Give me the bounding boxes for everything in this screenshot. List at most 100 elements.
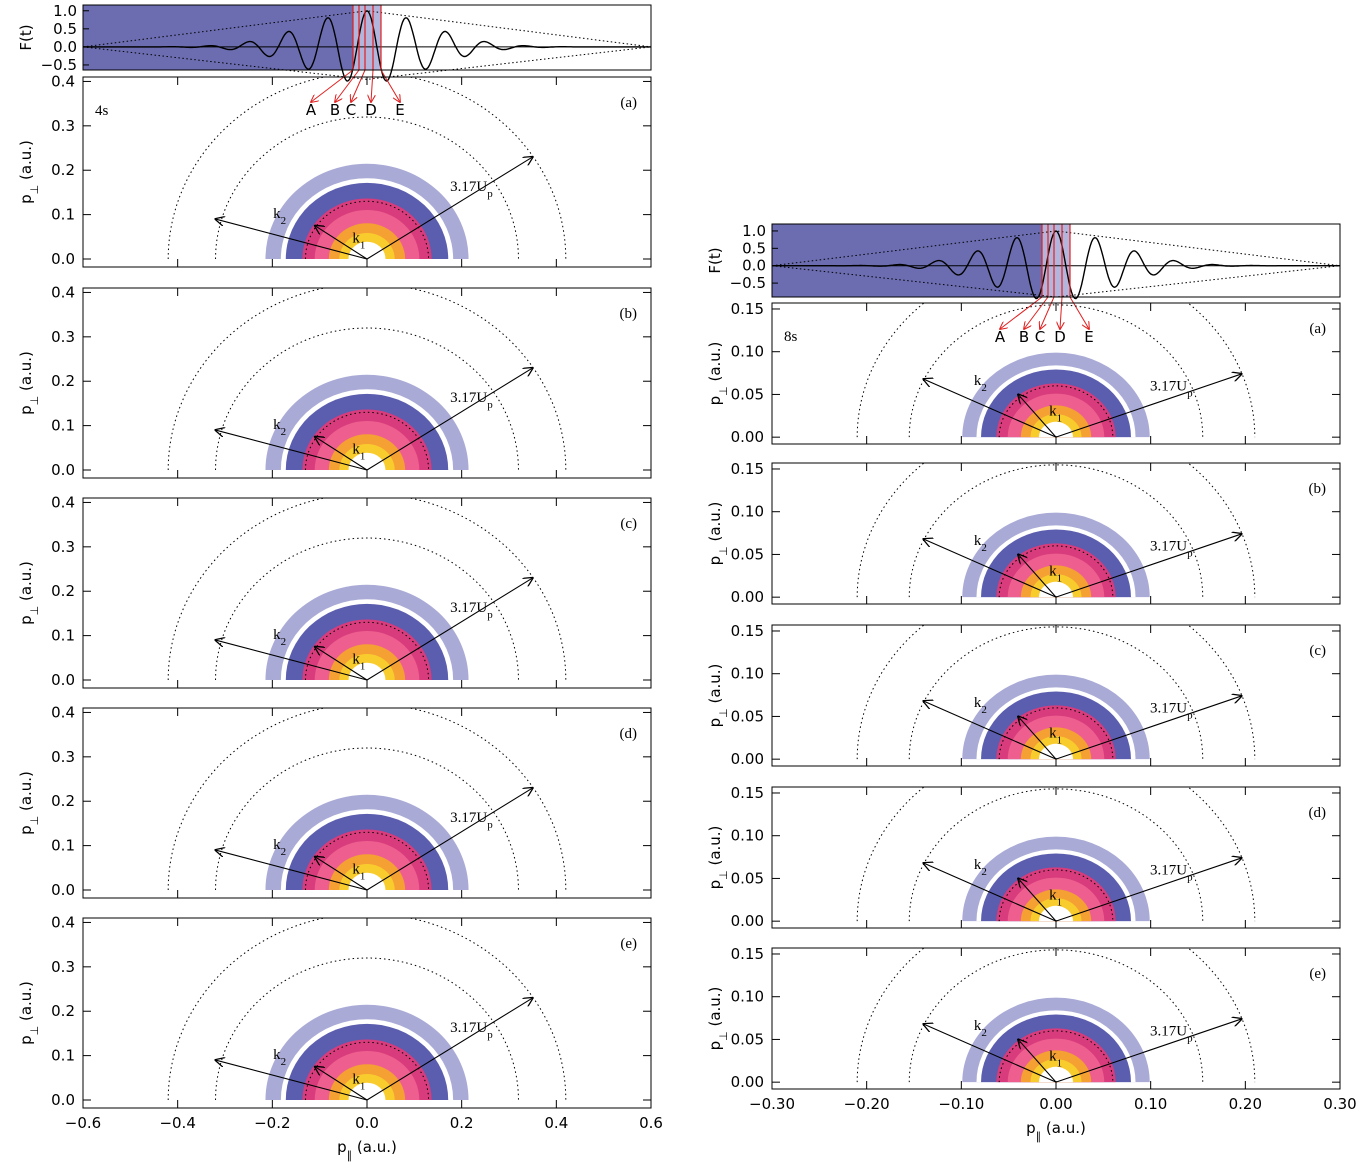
y-label: p⊥ (a.u.) xyxy=(706,826,730,890)
panel-frame xyxy=(771,786,1341,929)
panel-label: (e) xyxy=(620,936,637,952)
contour-group xyxy=(167,918,567,1101)
y-tick-label: 0.05 xyxy=(731,707,764,725)
y-label-base: p xyxy=(706,718,724,728)
contour-band xyxy=(348,241,386,260)
y-label-rest: (a.u.) xyxy=(706,826,724,871)
k1-label-base: k xyxy=(352,652,360,668)
cutoff-arrow xyxy=(1055,696,1242,760)
y-tick-label: 0.05 xyxy=(731,545,764,563)
y-label-base: p xyxy=(17,1035,35,1045)
y-tick-label: 0.10 xyxy=(731,827,764,845)
cutoff-arrow xyxy=(366,788,533,891)
k2-label-sub: 2 xyxy=(281,1056,287,1068)
momentum-circle xyxy=(908,788,1204,922)
case-label: 8s xyxy=(784,329,798,345)
cutoff-label-base: 3.17U xyxy=(450,1020,487,1036)
pulse-envelope xyxy=(82,10,652,80)
k1-label-base: k xyxy=(1049,404,1057,420)
y-tick-label: 0.2 xyxy=(51,372,75,390)
cutoff-label-sub: p xyxy=(1187,871,1193,883)
k1-label: k1 xyxy=(352,862,365,883)
y-tick-label: 0.1 xyxy=(51,837,75,855)
panel-frame xyxy=(771,624,1341,767)
y-label-rest: (a.u.) xyxy=(17,140,35,185)
k2-label: k2 xyxy=(974,533,987,554)
y-tick-label: 0.3 xyxy=(51,328,75,346)
cutoff-arrow xyxy=(366,998,533,1101)
k2-arrow xyxy=(216,430,368,471)
contour-group xyxy=(167,498,567,681)
k1-label: k1 xyxy=(1049,726,1062,747)
cutoff-label-sub: p xyxy=(487,609,493,621)
y-tick-label: 0.15 xyxy=(731,784,764,802)
marker-label: B xyxy=(330,101,340,119)
k2-label-base: k xyxy=(974,373,982,389)
y-tick-label: 0.10 xyxy=(731,343,764,361)
y-tick-label: 0.15 xyxy=(731,945,764,963)
momentum-circle xyxy=(908,949,1204,1083)
y-tick-label: 0.05 xyxy=(731,1030,764,1048)
momentum-circle xyxy=(215,957,519,1101)
momentum-circle xyxy=(908,464,1204,598)
marker-arrow xyxy=(1069,296,1089,329)
y-label-rest: (a.u.) xyxy=(17,771,35,816)
y-label-sub: ⊥ xyxy=(28,185,41,195)
k2-label-base: k xyxy=(273,417,281,433)
y-tick-label: 0.0 xyxy=(51,461,75,479)
cutoff-label-base: 3.17U xyxy=(1150,538,1187,554)
cutoff-arrow xyxy=(1055,374,1242,438)
y-label-sub: ⊥ xyxy=(28,816,41,826)
k1-label-base: k xyxy=(352,231,360,247)
k1-label-sub: 1 xyxy=(360,1081,366,1093)
cutoff-label-base: 3.17U xyxy=(1150,1023,1187,1039)
y-label: p⊥ (a.u.) xyxy=(17,561,41,625)
y-label: p⊥ (a.u.) xyxy=(706,502,730,566)
k2-label-base: k xyxy=(974,695,982,711)
y-tick-label: 0.00 xyxy=(731,1073,764,1091)
contour-group xyxy=(167,708,567,891)
k1-label-base: k xyxy=(1049,564,1057,580)
pulse-y-tick-label: 0.0 xyxy=(53,38,77,56)
marker-label: D xyxy=(1054,328,1066,346)
y-tick-label: 0.3 xyxy=(51,748,75,766)
y-label: p⊥ (a.u.) xyxy=(706,987,730,1051)
cutoff-arrow xyxy=(366,578,533,681)
k2-label: k2 xyxy=(273,627,286,648)
cutoff-label-base: 3.17U xyxy=(1150,700,1187,716)
cutoff-label: 3.17Up xyxy=(1150,538,1193,559)
k2-label-base: k xyxy=(974,1018,982,1034)
panel-label: (c) xyxy=(620,516,637,532)
x-tick-label: −0.6 xyxy=(65,1114,101,1132)
y-tick-label: 0.15 xyxy=(731,622,764,640)
panel-frame xyxy=(771,947,1341,1090)
k1-label-sub: 1 xyxy=(1057,573,1063,585)
cutoff-label-sub: p xyxy=(487,1029,493,1041)
y-label-base: p xyxy=(706,1041,724,1051)
pulse-y-tick-label: 0.0 xyxy=(742,257,766,275)
k1-label-sub: 1 xyxy=(1057,1058,1063,1070)
y-label-rest: (a.u.) xyxy=(17,351,35,396)
pulse-y-tick-label: 0.5 xyxy=(742,239,766,257)
y-tick-label: 0.00 xyxy=(731,750,764,768)
x-label-base: p xyxy=(337,1138,347,1156)
panel-label: (b) xyxy=(1309,481,1327,497)
k1-label-base: k xyxy=(1049,888,1057,904)
k2-label: k2 xyxy=(974,857,987,878)
k2-label-sub: 2 xyxy=(281,636,287,648)
y-tick-label: 0.1 xyxy=(51,206,75,224)
x-label: p∥ (a.u.) xyxy=(337,1138,397,1162)
x-tick-label: 0.4 xyxy=(544,1114,568,1132)
momentum-circle xyxy=(215,747,519,891)
y-tick-label: 0.1 xyxy=(51,417,75,435)
k1-label-sub: 1 xyxy=(1057,897,1063,909)
panel-label: (b) xyxy=(620,306,638,322)
pulse-frame xyxy=(771,223,1341,298)
x-tick-label: −0.20 xyxy=(844,1095,890,1113)
panel-frame xyxy=(82,497,652,689)
cutoff-label: 3.17Up xyxy=(1150,862,1193,883)
y-label-sub: ⊥ xyxy=(28,1026,41,1036)
k1-label-sub: 1 xyxy=(360,451,366,463)
k1-label-base: k xyxy=(352,442,360,458)
cutoff-label-base: 3.17U xyxy=(450,390,487,406)
